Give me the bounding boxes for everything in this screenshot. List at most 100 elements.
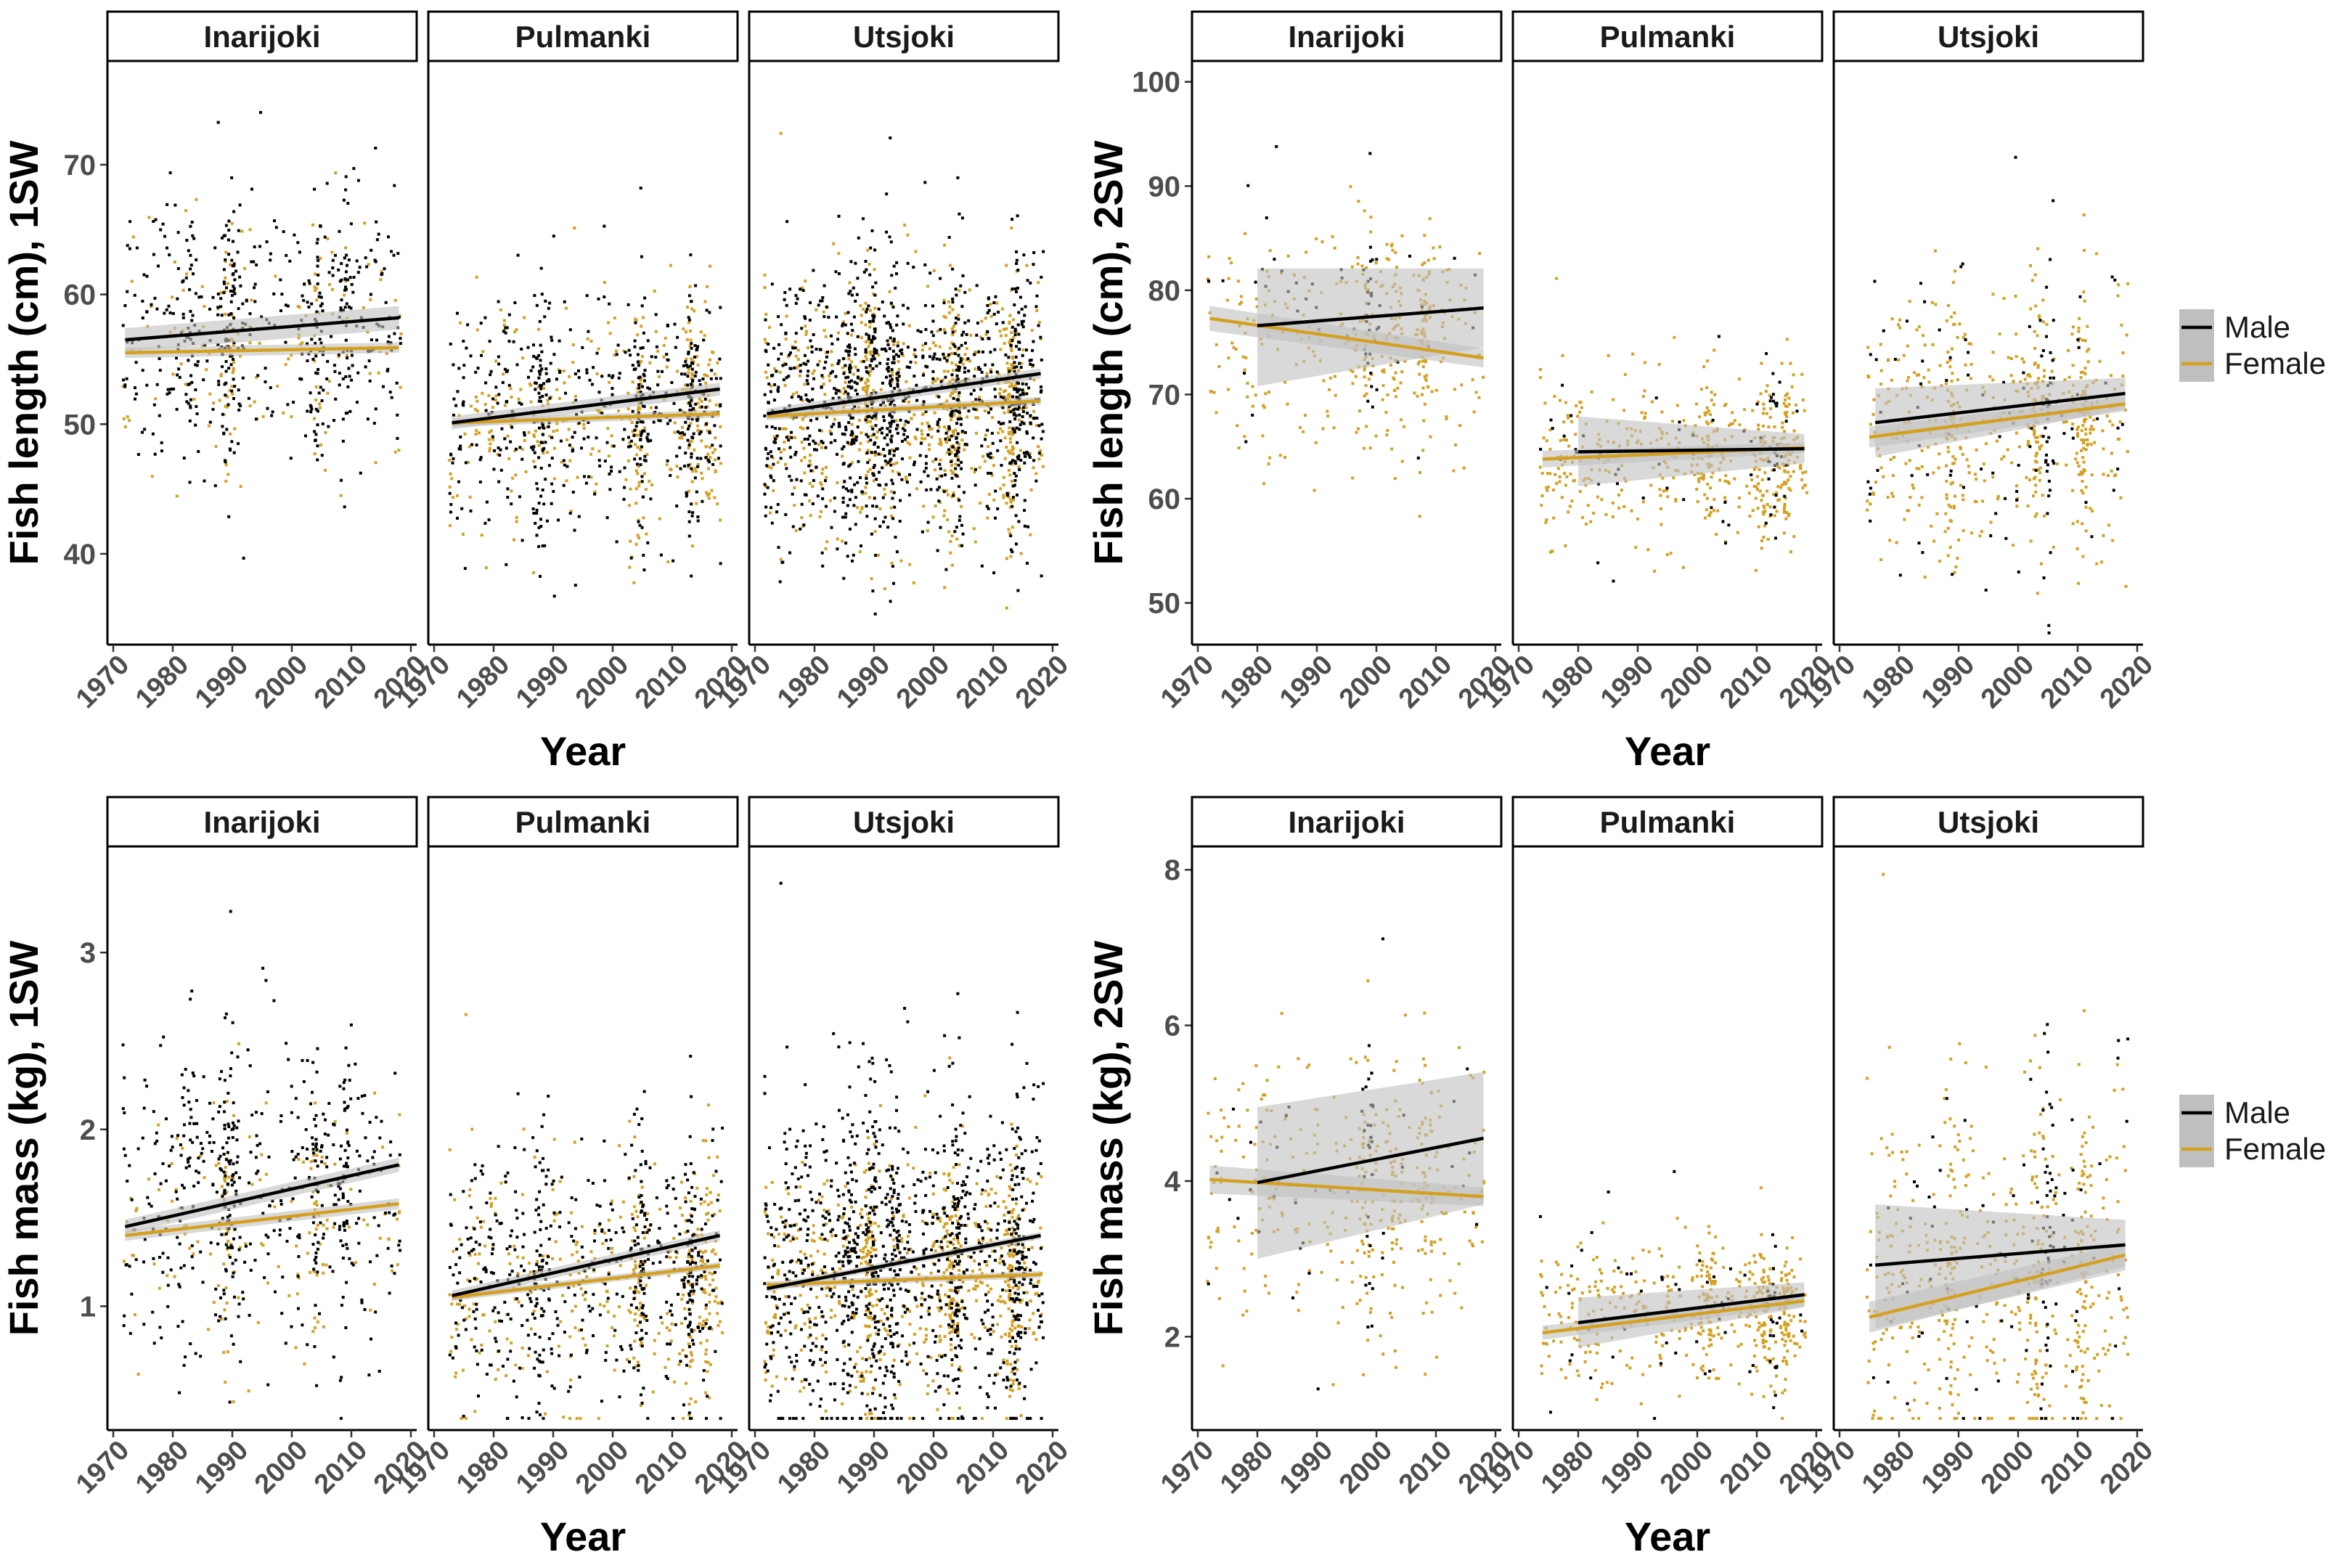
female-point (908, 456, 912, 460)
female-point (1953, 571, 1956, 574)
male-point (550, 436, 554, 439)
female-point (868, 262, 871, 266)
male-point (1011, 339, 1014, 342)
male-point (691, 380, 694, 383)
female-point (258, 341, 261, 345)
female-point (1039, 449, 1042, 452)
male-point (316, 409, 319, 413)
female-point (2010, 461, 2014, 465)
male-point (1018, 340, 1021, 344)
male-point (396, 252, 400, 256)
female-point (1930, 301, 1934, 304)
female-point (865, 420, 869, 424)
female-point (719, 518, 722, 522)
male-point (143, 428, 147, 431)
female-point (1783, 411, 1787, 415)
male-point (286, 403, 290, 407)
female-point (1758, 467, 1761, 471)
male-point (764, 318, 767, 322)
female-point (922, 505, 926, 508)
male-point (873, 497, 876, 500)
male-point (841, 447, 844, 451)
female-point (883, 493, 887, 497)
male-point (319, 304, 322, 308)
female-point (2038, 314, 2041, 317)
female-point (147, 216, 151, 219)
female-point (689, 338, 693, 342)
male-point (868, 415, 871, 418)
male-point (913, 463, 915, 467)
male-point (698, 432, 701, 436)
male-point (1416, 457, 1420, 460)
female-point (885, 463, 889, 467)
male-point (913, 375, 916, 378)
male-point (871, 367, 875, 370)
female-point (921, 422, 924, 425)
male-point (469, 509, 473, 513)
male-point (1032, 251, 1036, 254)
male-point (189, 404, 192, 408)
female-point (1643, 361, 1646, 364)
male-point (804, 354, 807, 357)
male-point (864, 418, 868, 422)
female-point (1781, 421, 1784, 425)
female-point (527, 430, 531, 434)
female-point (1909, 496, 1912, 499)
male-point (777, 427, 781, 430)
female-point (510, 396, 513, 399)
male-point (386, 340, 390, 344)
female-point (642, 516, 645, 520)
male-point (176, 267, 180, 270)
male-point (870, 402, 873, 406)
male-point (541, 394, 544, 398)
female-point (1803, 483, 1806, 487)
female-point (708, 399, 711, 403)
female-point (1800, 478, 1804, 481)
male-point (641, 346, 645, 349)
female-point (686, 338, 689, 341)
male-point (918, 454, 922, 457)
male-point (865, 366, 868, 369)
female-point (624, 478, 628, 481)
male-point (1002, 396, 1005, 399)
male-point (627, 348, 631, 352)
female-point (1010, 367, 1013, 370)
female-point (1561, 354, 1564, 357)
female-point (1640, 411, 1644, 415)
male-point (907, 493, 911, 497)
male-point (886, 339, 889, 343)
male-point (1727, 523, 1731, 527)
male-point (687, 352, 690, 356)
female-point (951, 308, 955, 311)
female-point (1349, 185, 1352, 189)
female-point (867, 384, 870, 388)
female-point (513, 330, 517, 334)
female-point (327, 380, 331, 383)
female-point (1564, 483, 1567, 487)
female-point (957, 394, 960, 398)
male-point (781, 560, 785, 564)
female-point (315, 298, 319, 302)
female-point (1695, 488, 1699, 491)
male-point (264, 380, 267, 383)
male-point (890, 377, 894, 381)
male-point (866, 415, 870, 418)
male-point (633, 345, 637, 348)
male-point (382, 385, 385, 388)
male-point (1013, 330, 1017, 333)
female-point (664, 336, 667, 340)
female-point (873, 306, 877, 310)
female-point (1576, 415, 1580, 418)
female-point (1789, 475, 1792, 478)
male-point (666, 324, 669, 327)
male-point (780, 352, 783, 356)
male-point (213, 246, 217, 250)
male-point (153, 296, 157, 300)
male-point (1641, 497, 1645, 499)
male-point (518, 401, 521, 404)
male-point (943, 331, 947, 335)
male-point (1034, 479, 1038, 483)
male-point (987, 507, 990, 510)
female-point (532, 433, 536, 437)
